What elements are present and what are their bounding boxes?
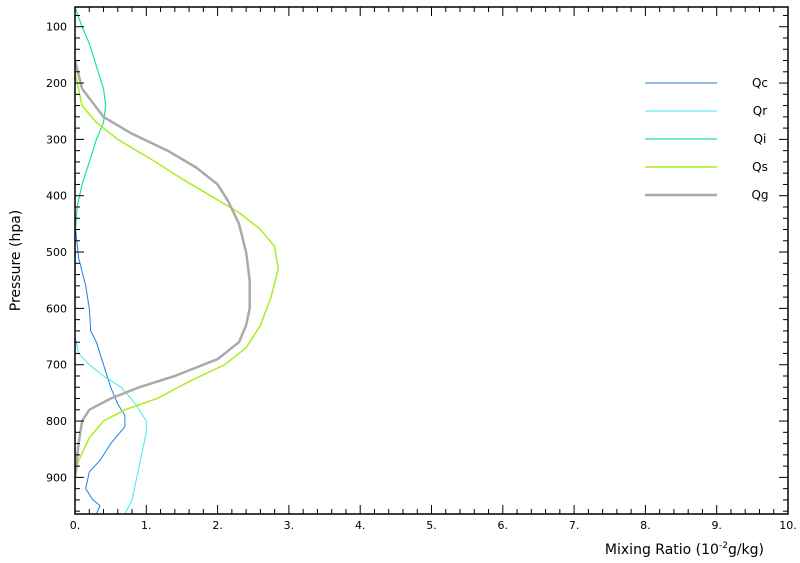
legend-label: Qs bbox=[752, 160, 768, 174]
y-tick-label: 700 bbox=[46, 359, 67, 372]
data-series-group bbox=[75, 7, 279, 514]
series-line-qc bbox=[75, 223, 126, 514]
x-axis-title-exponent: -2 bbox=[719, 541, 728, 551]
legend-label: Qc bbox=[752, 76, 768, 90]
ticks-group: 0. 1. 2. 3. 4. 5. 6. 7. 8. 9. 10. 100 200 300 400 500 60… bbox=[46, 7, 797, 532]
x-tick-label: 8. bbox=[640, 519, 651, 532]
x-tick-label: 0. bbox=[70, 519, 81, 532]
x-tick-label: 2. bbox=[212, 519, 223, 532]
y-tick-label: 200 bbox=[46, 77, 67, 90]
x-tick-label: 3. bbox=[284, 519, 295, 532]
x-axis-title-tail: g/kg) bbox=[728, 542, 764, 558]
legend-label: Qg bbox=[751, 188, 768, 202]
x-tick-label: 9. bbox=[711, 519, 722, 532]
x-axis-title-main: Mixing Ratio (10 bbox=[605, 542, 719, 558]
x-axis-title: Mixing Ratio (10-2g/kg) bbox=[605, 541, 764, 558]
x-tick-label: 5. bbox=[426, 519, 437, 532]
series-line-qr bbox=[75, 285, 147, 514]
y-axis-title: Pressure (hpa) bbox=[8, 210, 24, 312]
legend-item-qi: Qi bbox=[645, 132, 766, 146]
y-tick-label: 600 bbox=[46, 302, 67, 315]
legend-item-qs: Qs bbox=[645, 160, 768, 174]
y-tick-label: 400 bbox=[46, 190, 67, 203]
legend: Qc Qr Qi Qs Qg bbox=[645, 76, 769, 202]
legend-label: Qi bbox=[754, 132, 767, 146]
x-tick-label: 10. bbox=[779, 519, 797, 532]
x-tick-label: 4. bbox=[355, 519, 366, 532]
x-tick-label: 6. bbox=[498, 519, 509, 532]
legend-item-qr: Qr bbox=[645, 104, 767, 118]
y-tick-label: 100 bbox=[46, 21, 67, 34]
y-tick-label: 500 bbox=[46, 246, 67, 259]
legend-label: Qr bbox=[753, 104, 767, 118]
y-tick-label: 900 bbox=[46, 471, 67, 484]
series-line-qg bbox=[75, 60, 251, 478]
y-tick-label: 800 bbox=[46, 415, 67, 428]
x-tick-label: 7. bbox=[569, 519, 580, 532]
y-tick-label: 300 bbox=[46, 133, 67, 146]
legend-item-qc: Qc bbox=[645, 76, 768, 90]
x-tick-label: 1. bbox=[141, 519, 152, 532]
series-line-qs bbox=[75, 71, 279, 478]
legend-item-qg: Qg bbox=[645, 188, 769, 202]
